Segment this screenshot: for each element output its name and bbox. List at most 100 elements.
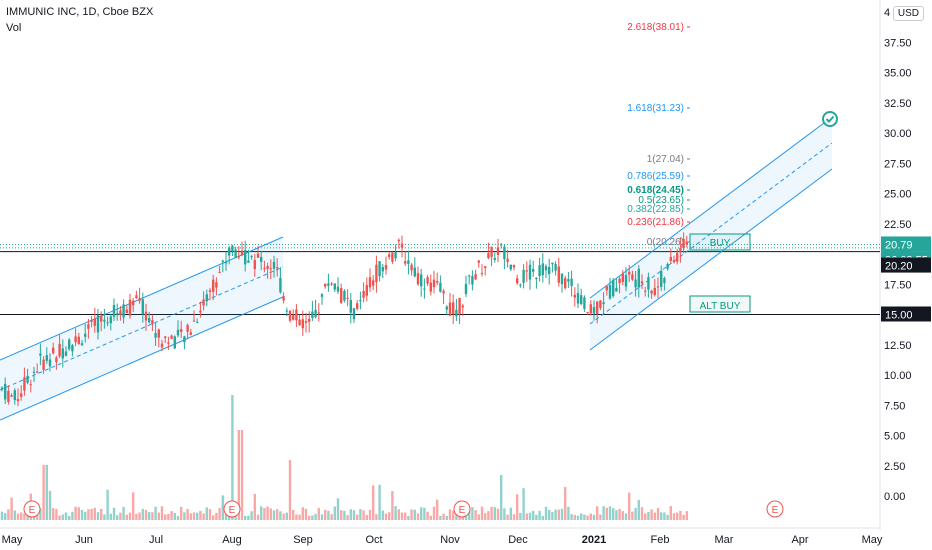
volume-bar — [148, 512, 151, 520]
volume-bar — [199, 510, 202, 520]
volume-bar — [4, 513, 7, 520]
candle-body — [29, 384, 32, 386]
candle-body — [212, 279, 215, 292]
volume-bar — [164, 514, 167, 520]
volume-bar — [48, 490, 52, 520]
volume-bar — [77, 507, 80, 520]
candle-body — [202, 299, 205, 306]
volume-bar — [663, 512, 666, 520]
candle-body — [170, 335, 173, 339]
candle-body — [480, 273, 484, 275]
earnings-marker-icon — [766, 500, 784, 518]
candle-body — [183, 336, 186, 343]
symbol-title[interactable]: IMMUNIC INC, 1D, Cboe BZX — [6, 6, 154, 18]
candle-body — [551, 262, 554, 265]
x-tick-label: Jul — [149, 534, 163, 546]
candle-body — [666, 264, 669, 269]
candle-body — [400, 243, 404, 248]
candle-body — [116, 313, 119, 315]
candle-body — [384, 264, 388, 270]
candle-body — [576, 293, 580, 304]
volume-bar — [669, 506, 672, 520]
volume-bar — [432, 506, 436, 520]
volume-bar — [269, 508, 272, 520]
candle-body — [253, 260, 256, 270]
volume-bar — [52, 508, 55, 520]
candle-body — [548, 267, 551, 275]
volume-bar — [580, 513, 583, 520]
volume-bar — [439, 515, 442, 520]
x-tick-label: Mar — [715, 534, 734, 546]
candle-body — [413, 267, 416, 277]
candle-body — [215, 282, 218, 288]
candle-body — [592, 306, 596, 314]
x-tick-label: Dec — [508, 534, 528, 546]
earnings-marker-label: E — [229, 505, 236, 516]
volume-bar — [308, 515, 311, 520]
volume-bar — [333, 506, 336, 520]
candle-body — [151, 320, 154, 325]
candle-body — [327, 283, 330, 286]
volume-bar — [144, 509, 148, 520]
volume-bar — [554, 509, 557, 520]
candle-body — [23, 377, 26, 391]
volume-bar — [20, 512, 23, 520]
candle-body — [471, 276, 474, 285]
currency-button[interactable]: USD — [892, 6, 924, 21]
volume-bar — [170, 511, 173, 520]
x-tick-label: May — [2, 534, 23, 546]
volume-bar — [516, 494, 519, 520]
candle-body — [122, 304, 125, 318]
volume-bar — [628, 492, 631, 520]
candle-body — [544, 266, 548, 271]
volume-bar — [368, 509, 372, 520]
volume-bar — [266, 506, 269, 520]
candle-body — [557, 266, 560, 283]
volume-bar — [173, 512, 176, 520]
y-tick-label: 25.00 — [884, 189, 912, 201]
candle-body — [599, 300, 602, 309]
volume-bar — [346, 515, 349, 520]
candle-body — [452, 302, 455, 315]
candle-body — [250, 256, 253, 258]
candle-body — [362, 290, 365, 298]
price-tag-box — [881, 236, 931, 252]
earnings-marker-label: E — [772, 505, 779, 516]
volume-bar — [650, 509, 653, 520]
volume-bar — [250, 511, 253, 520]
volume-bar — [186, 508, 189, 520]
volume-bar — [288, 460, 292, 520]
candle-body — [458, 297, 461, 314]
candle-body — [311, 311, 314, 319]
volume-bar — [480, 506, 484, 520]
volume-bar — [388, 512, 391, 520]
candle-body — [336, 286, 340, 292]
volume-bar — [116, 515, 119, 520]
candle-body — [506, 258, 509, 263]
volume-label[interactable]: Vol — [6, 22, 22, 34]
volume-bar — [237, 430, 240, 520]
candle-body — [13, 390, 16, 401]
volume-bar — [608, 506, 612, 520]
channel-2021-lower — [589, 168, 833, 351]
candle-body — [218, 271, 221, 273]
volume-bar — [586, 515, 589, 520]
candle-body — [96, 315, 100, 333]
candle-body — [429, 282, 432, 292]
candle-body — [631, 274, 634, 280]
candle-body — [554, 264, 557, 271]
candle-body — [266, 266, 269, 269]
volume-bar — [596, 506, 599, 520]
volume-bar — [80, 509, 84, 520]
volume-bar — [317, 507, 320, 520]
volume-bar — [436, 499, 439, 520]
volume-bar — [58, 515, 61, 520]
volume-bar — [176, 515, 180, 520]
volume-bar — [23, 513, 26, 520]
volume-bar — [544, 506, 548, 520]
volume-bar — [557, 509, 560, 520]
candle-body — [228, 247, 231, 256]
volume-bar — [7, 509, 10, 520]
